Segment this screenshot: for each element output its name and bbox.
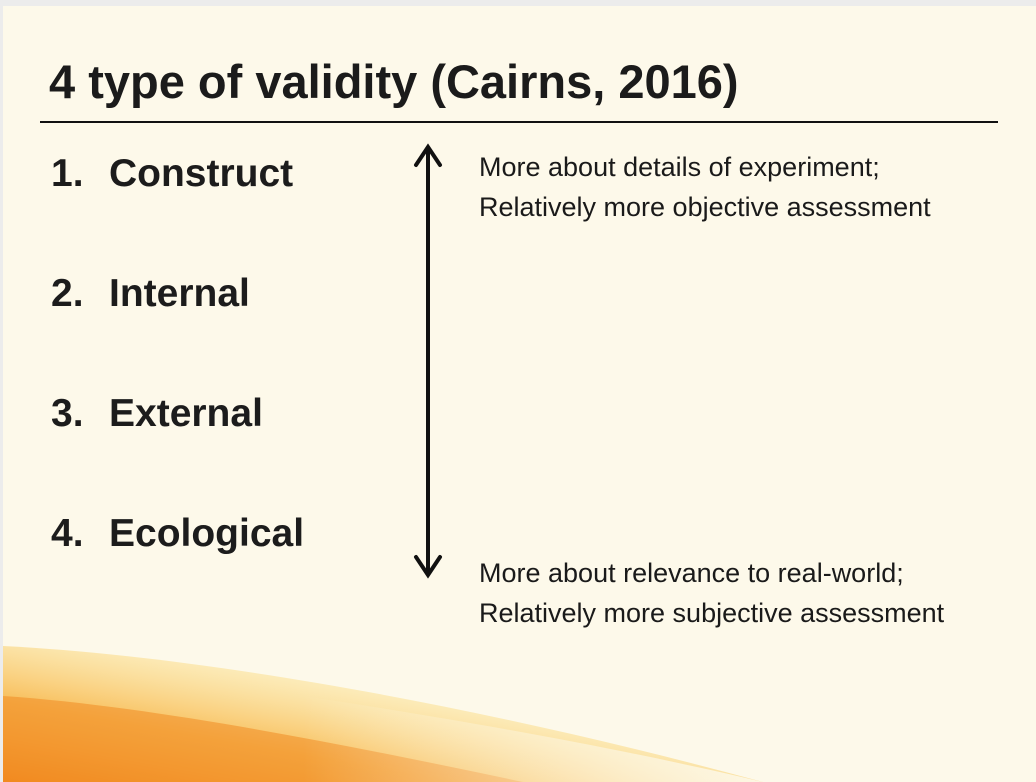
- validity-item-construct: 1. Construct: [51, 151, 293, 197]
- top-note-line-1: More about details of experiment;: [479, 152, 880, 182]
- item-number: 3.: [51, 392, 84, 435]
- item-label: Construct: [109, 152, 294, 195]
- item-number: 2.: [51, 272, 84, 315]
- validity-item-external: 3. External: [51, 391, 263, 437]
- slide: 4 type of validity (Cairns, 2016) 1. Cons…: [3, 6, 1036, 782]
- item-label: Ecological: [109, 512, 305, 555]
- item-number: 1.: [51, 152, 84, 195]
- bottom-note-line-1: More about relevance to real-world;: [479, 558, 904, 588]
- item-label: Internal: [109, 272, 250, 315]
- validity-item-ecological: 4. Ecological: [51, 511, 304, 557]
- title-divider: [40, 121, 998, 123]
- slide-title: 4 type of validity (Cairns, 2016): [49, 55, 739, 108]
- item-label: External: [109, 392, 263, 435]
- bottom-note: More about relevance to real-world; Rela…: [479, 553, 944, 633]
- double-headed-arrow-icon: [414, 143, 442, 579]
- top-note-line-2: Relatively more objective assessment: [479, 192, 931, 222]
- item-number: 4.: [51, 512, 84, 555]
- bottom-note-line-2: Relatively more subjective assessment: [479, 598, 945, 628]
- orange-glow-decoration: [3, 646, 763, 782]
- top-note: More about details of experiment; Relati…: [479, 147, 931, 227]
- validity-item-internal: 2. Internal: [51, 271, 250, 317]
